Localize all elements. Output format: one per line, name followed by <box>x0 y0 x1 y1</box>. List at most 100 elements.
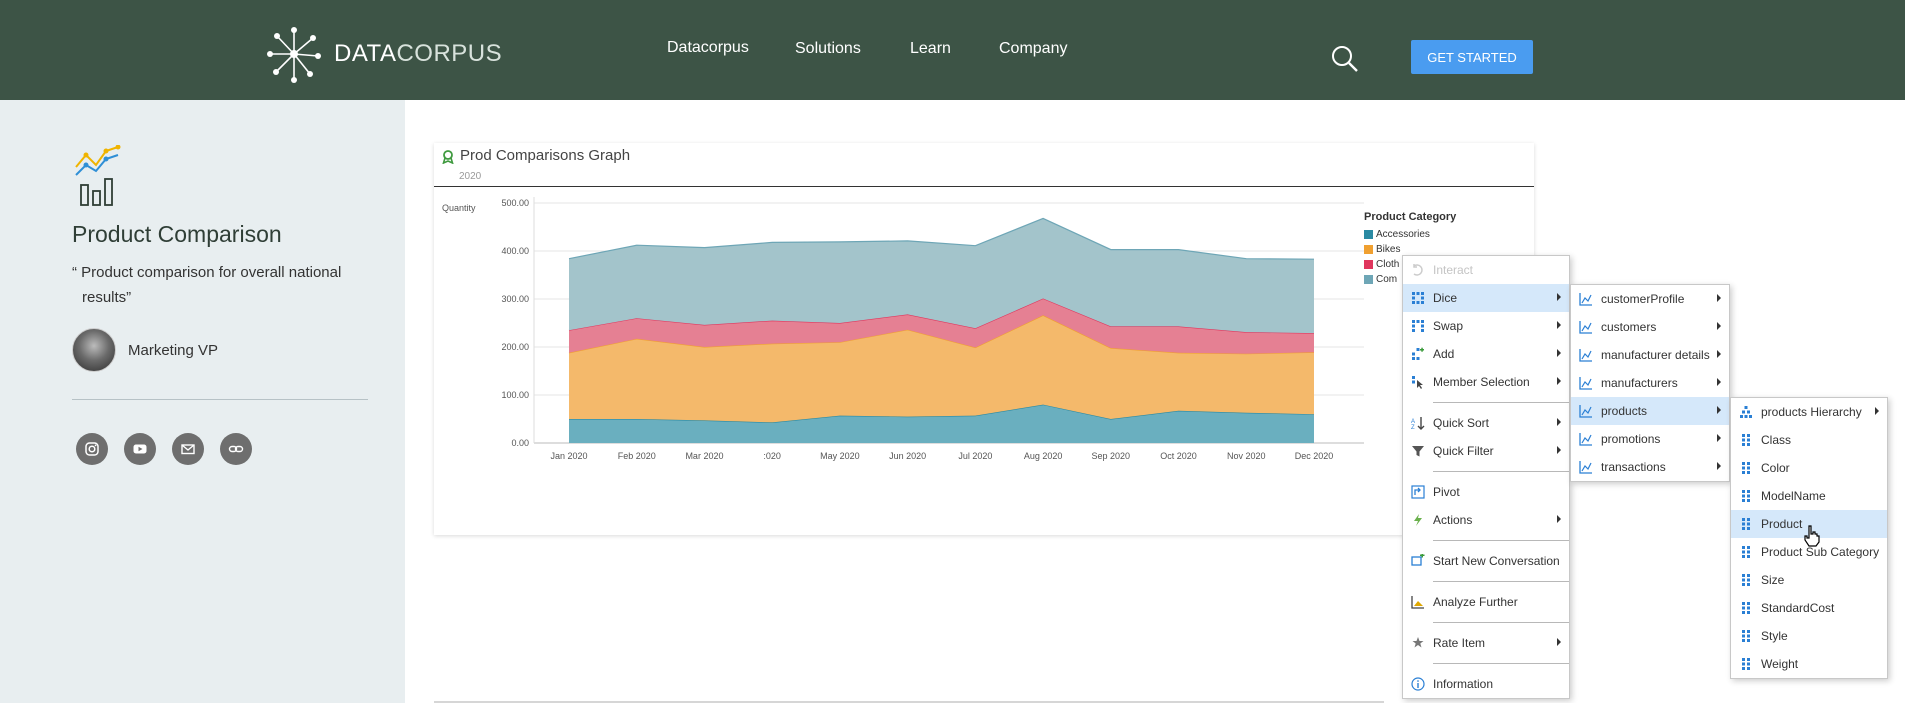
chart-title: Prod Comparisons Graph <box>460 147 631 164</box>
legend-item-clothing[interactable]: Cloth <box>1364 257 1456 272</box>
dice-item-promotions[interactable]: promotions <box>1571 425 1729 453</box>
x-tick-label: Oct 2020 <box>1160 451 1197 461</box>
logo-light-text: CORPUS <box>396 40 503 67</box>
menu-item-add[interactable]: Add <box>1403 340 1569 368</box>
nav-datacorpus[interactable]: Datacorpus <box>667 39 749 56</box>
x-tick-label: :020 <box>763 451 781 461</box>
second-card-edge <box>434 701 1384 703</box>
x-tick-label: Nov 2020 <box>1227 451 1266 461</box>
nav-company[interactable]: Company <box>999 40 1068 57</box>
menu-item-analyze-further[interactable]: Analyze Further <box>1403 588 1569 616</box>
y-tick-label: 300.00 <box>501 294 529 304</box>
menu-item-swap[interactable]: Swap <box>1403 312 1569 340</box>
context-menu: Interact Dice Swap Add Member Selection A Z Qui… <box>1402 255 1570 699</box>
menu-separator <box>1433 540 1569 541</box>
products-item-product-sub-category[interactable]: Product Sub Category <box>1731 538 1887 566</box>
instagram-icon[interactable] <box>76 433 108 465</box>
menu-item-quick-sort[interactable]: A Z Quick Sort <box>1403 409 1569 437</box>
products-item-color[interactable]: Color <box>1731 454 1887 482</box>
legend-swatch <box>1364 260 1373 269</box>
menu-item-label: Style <box>1761 629 1788 643</box>
legend-item-bikes[interactable]: Bikes <box>1364 242 1456 257</box>
menu-item-label: StandardCost <box>1761 601 1835 615</box>
menu-item-rate-item[interactable]: Rate Item <box>1403 629 1569 657</box>
description-line-2: results” <box>82 289 132 306</box>
products-item-modelname[interactable]: ModelName <box>1731 482 1887 510</box>
information-icon <box>1411 677 1425 691</box>
page-title: Product Comparison <box>72 221 282 247</box>
dimension-icon <box>1579 432 1593 446</box>
area-series-com[interactable] <box>569 218 1314 334</box>
products-item-standardcost[interactable]: StandardCost <box>1731 594 1887 622</box>
dice-item-manufacturer-details[interactable]: manufacturer details <box>1571 341 1729 369</box>
analyze-further-icon <box>1411 595 1425 609</box>
social-links <box>76 433 268 465</box>
menu-item-interact: Interact <box>1403 256 1569 284</box>
search-icon[interactable] <box>1330 44 1360 74</box>
dice-item-customerprofile[interactable]: customerProfile <box>1571 285 1729 313</box>
submenu-arrow-icon <box>1717 406 1721 414</box>
dice-item-customers[interactable]: customers <box>1571 313 1729 341</box>
menu-item-quick-filter[interactable]: Quick Filter <box>1403 437 1569 465</box>
x-tick-label: Aug 2020 <box>1024 451 1063 461</box>
menu-item-label: Pivot <box>1433 485 1460 499</box>
menu-item-label: manufacturer details <box>1601 348 1710 362</box>
x-tick-label: May 2020 <box>820 451 860 461</box>
menu-item-label: Member Selection <box>1433 375 1530 389</box>
youtube-icon[interactable] <box>124 433 156 465</box>
products-item-weight[interactable]: Weight <box>1731 650 1887 678</box>
area-line-com <box>568 217 1315 260</box>
x-tick-label: Feb 2020 <box>618 451 656 461</box>
logo-star-icon <box>267 27 321 83</box>
submenu-arrow-icon <box>1557 349 1561 357</box>
x-tick-label: Dec 2020 <box>1295 451 1334 461</box>
y-tick-label: 500.00 <box>501 198 529 208</box>
menu-item-member-selection[interactable]: Member Selection <box>1403 368 1569 396</box>
dice-item-transactions[interactable]: transactions <box>1571 453 1729 481</box>
datacorpus-logo[interactable]: DATACORPUS <box>266 24 502 84</box>
stacked-area-chart[interactable]: Quantity 500.00 400.00 300.00 200.00 100.00 0… <box>434 187 1534 535</box>
dice-item-products[interactable]: products <box>1571 397 1729 425</box>
products-item-class[interactable]: Class <box>1731 426 1887 454</box>
area-series-accessories[interactable] <box>569 404 1314 443</box>
menu-item-label: Add <box>1433 347 1455 361</box>
ribbon-icon <box>442 150 454 164</box>
menu-item-label: products <box>1601 404 1648 418</box>
menu-item-actions[interactable]: Actions <box>1403 506 1569 534</box>
menu-item-label: Size <box>1761 573 1785 587</box>
nav-learn[interactable]: Learn <box>910 40 951 57</box>
submenu-arrow-icon <box>1557 321 1561 329</box>
submenu-arrow-icon <box>1557 418 1561 426</box>
dice-item-manufacturers[interactable]: manufacturers <box>1571 369 1729 397</box>
menu-item-start-new-conversation[interactable]: Start New Conversation <box>1403 547 1569 575</box>
products-item-style[interactable]: Style <box>1731 622 1887 650</box>
legend-label: Accessories <box>1376 229 1430 240</box>
svg-text:Z: Z <box>1411 425 1415 430</box>
area-series-bikes[interactable] <box>569 315 1314 423</box>
legend-label: Bikes <box>1376 244 1401 255</box>
products-item-product[interactable]: Product <box>1731 510 1887 538</box>
menu-item-information[interactable]: Information <box>1403 670 1569 698</box>
description-line-1: “ Product comparison for overall nationa… <box>72 264 342 281</box>
mail-icon[interactable] <box>172 433 204 465</box>
page-description: “ Product comparison for overall nationa… <box>72 260 372 310</box>
nav-solutions[interactable]: Solutions <box>795 40 861 57</box>
menu-item-label: manufacturers <box>1601 376 1678 390</box>
link-icon[interactable] <box>220 433 252 465</box>
start-new-conversation-icon <box>1411 553 1425 568</box>
menu-item-dice[interactable]: Dice <box>1403 284 1569 312</box>
menu-item-label: Weight <box>1761 657 1799 671</box>
menu-separator <box>1433 402 1569 403</box>
logo-bold-text: DATA <box>334 40 397 67</box>
legend-item-components[interactable]: Com <box>1364 272 1456 287</box>
menu-item-label: Swap <box>1433 319 1464 333</box>
level-icon <box>1739 657 1753 671</box>
get-started-button[interactable]: GET STARTED <box>1411 40 1533 74</box>
rate-item-icon <box>1411 636 1425 650</box>
legend-item-accessories[interactable]: Accessories <box>1364 227 1456 242</box>
products-item-size[interactable]: Size <box>1731 566 1887 594</box>
area-series-cloth[interactable] <box>569 298 1314 354</box>
hierarchy-icon <box>1739 405 1753 419</box>
products-item-products-hierarchy[interactable]: products Hierarchy <box>1731 398 1887 426</box>
menu-item-pivot[interactable]: Pivot <box>1403 478 1569 506</box>
